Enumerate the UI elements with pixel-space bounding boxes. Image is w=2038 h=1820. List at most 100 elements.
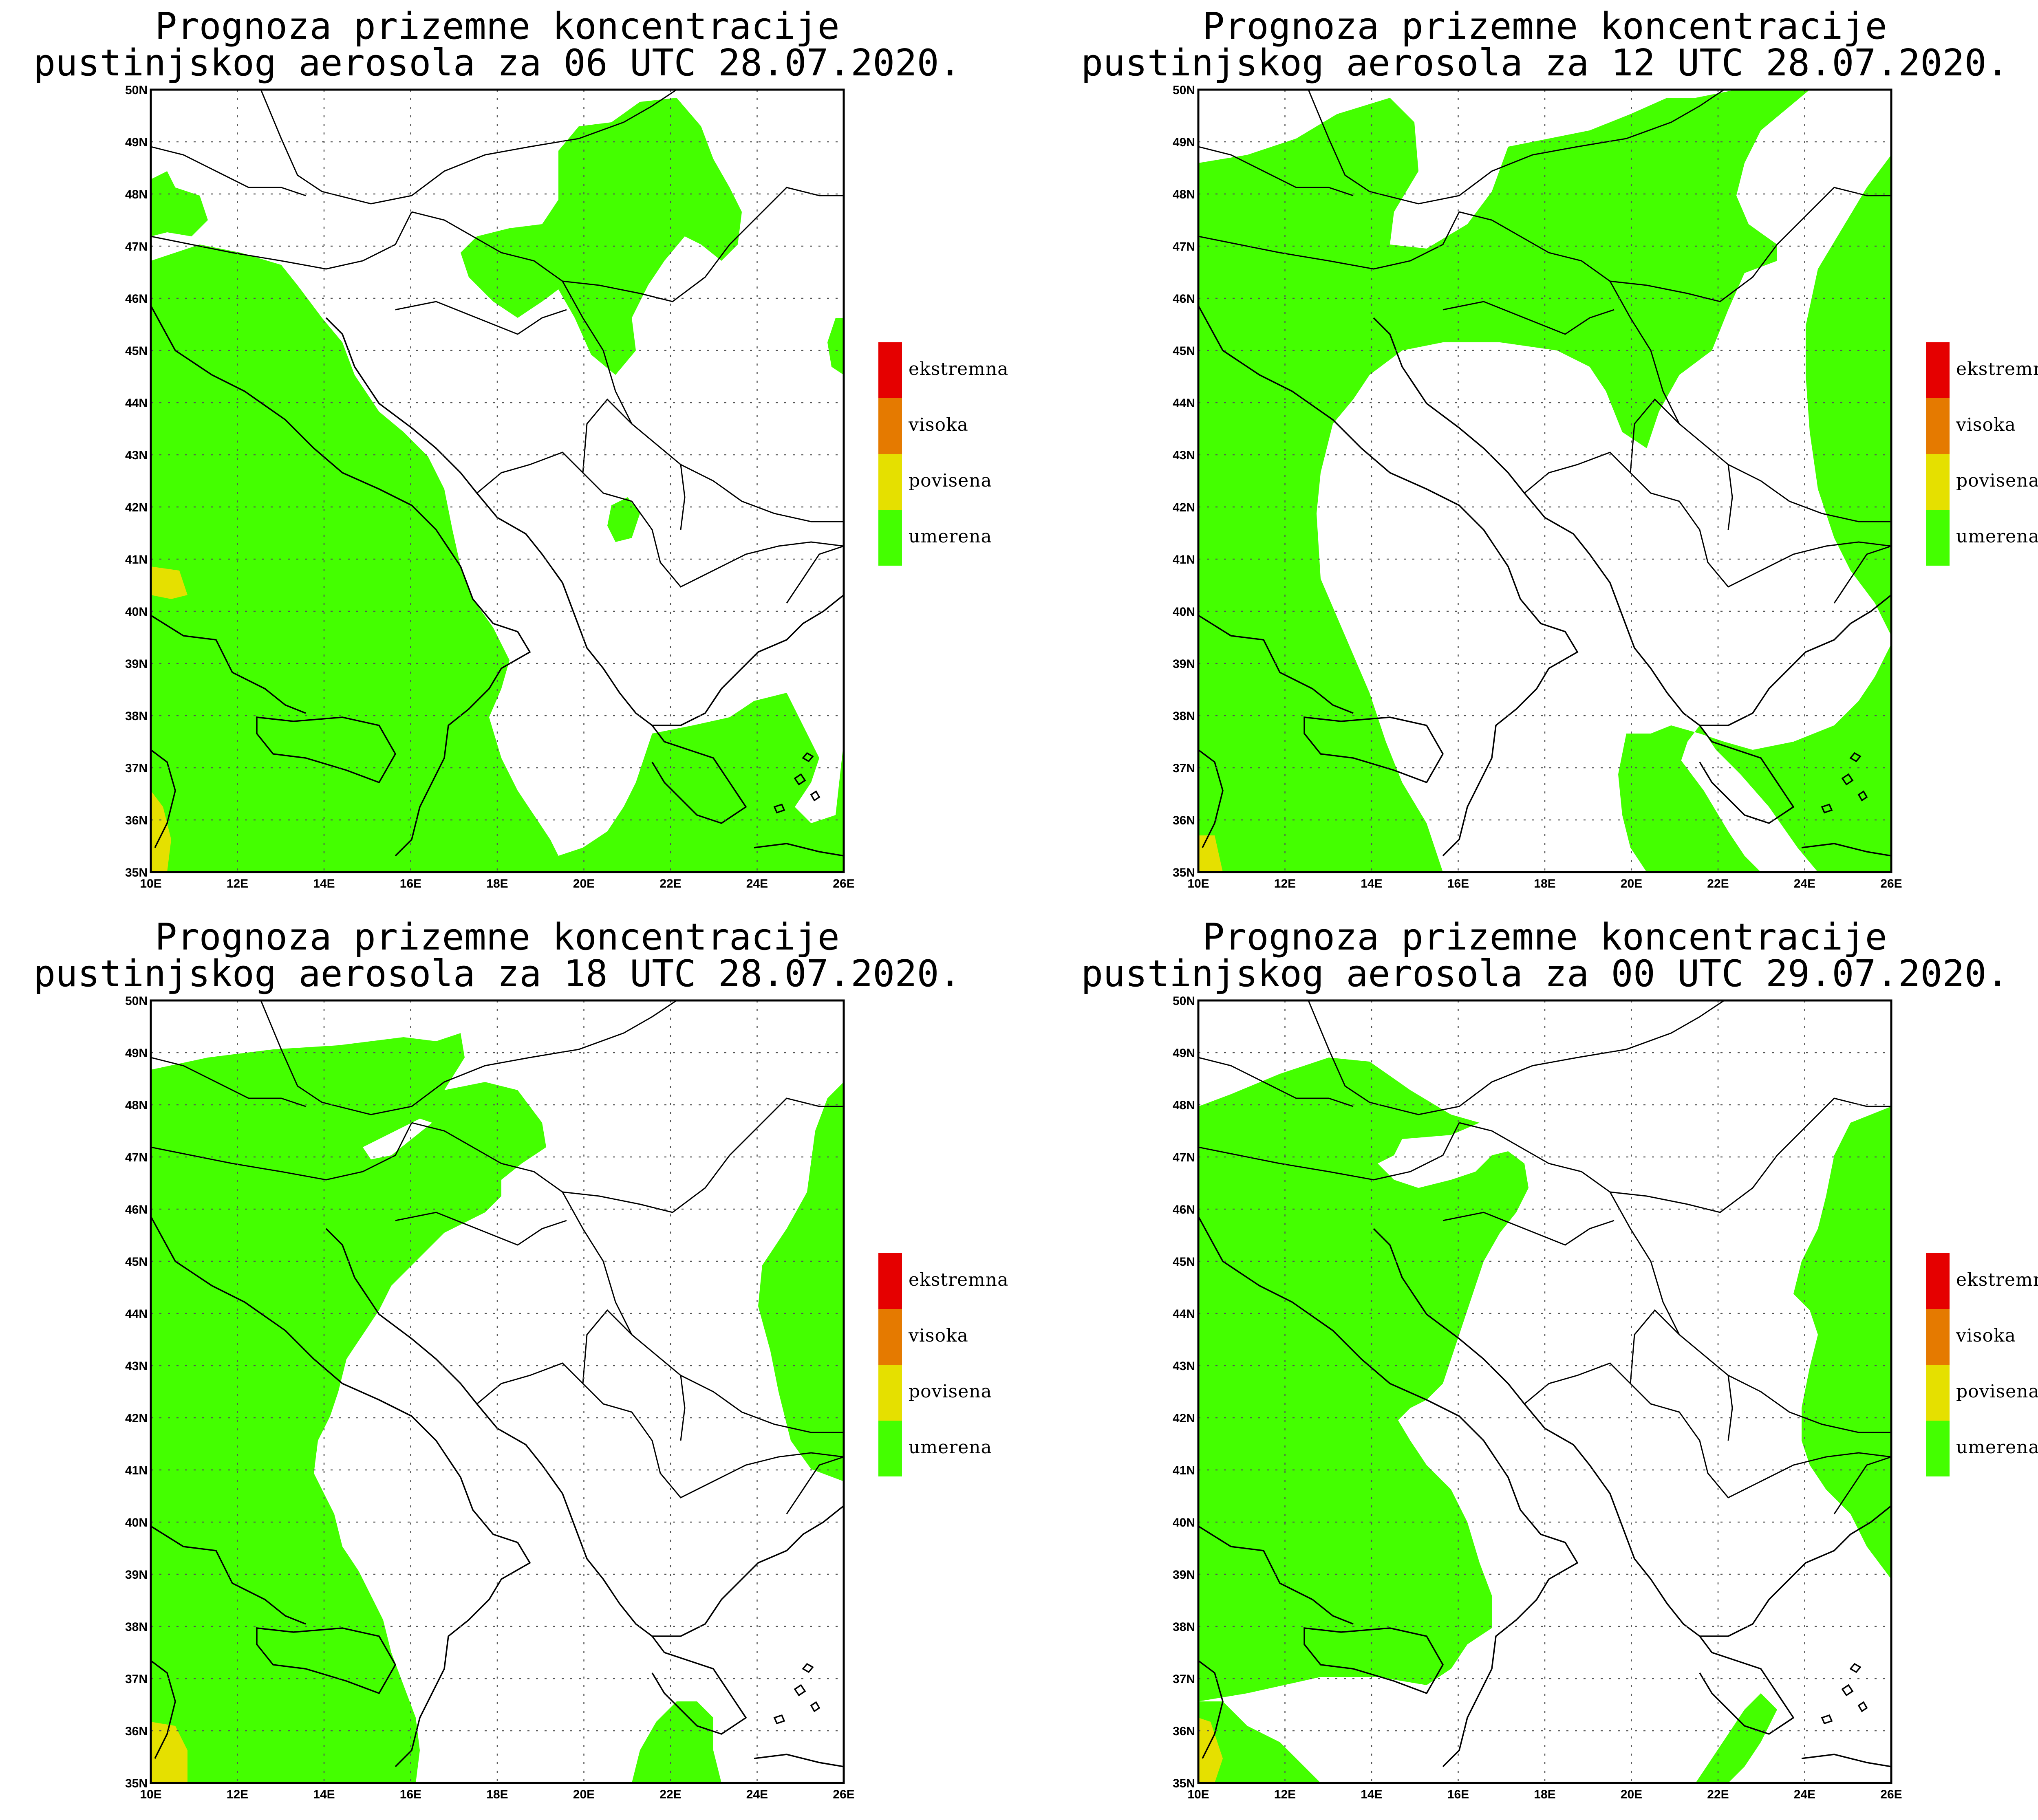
map-frame bbox=[1197, 88, 1892, 873]
legend: ekstremna visoka povisena umerena bbox=[878, 342, 1008, 566]
svg-text:42N: 42N bbox=[125, 1412, 148, 1425]
svg-text:48N: 48N bbox=[1173, 188, 1195, 201]
svg-text:43N: 43N bbox=[1173, 1359, 1195, 1373]
svg-text:44N: 44N bbox=[125, 397, 148, 410]
panel-title-line2: pustinjskog aerosola za 06 UTC 28.07.202… bbox=[33, 42, 961, 84]
svg-text:43N: 43N bbox=[125, 1359, 148, 1373]
svg-text:24E: 24E bbox=[1794, 1788, 1815, 1801]
svg-text:24E: 24E bbox=[746, 1788, 768, 1801]
svg-text:37N: 37N bbox=[125, 1672, 148, 1686]
map-frame bbox=[150, 999, 845, 1784]
umerena-region bbox=[1198, 90, 1810, 872]
lon-axis: 10E 12E 14E 16E 18E 20E 22E 24E 26E bbox=[140, 877, 854, 890]
svg-text:37N: 37N bbox=[1173, 1672, 1195, 1686]
umerena-region bbox=[1793, 1106, 1891, 1579]
svg-text:47N: 47N bbox=[1173, 240, 1195, 253]
svg-text:42N: 42N bbox=[1173, 501, 1195, 514]
map-panel-06utc: Prognoza prizemne koncentracije pustinjs… bbox=[33, 5, 1008, 890]
svg-text:45N: 45N bbox=[1173, 1255, 1195, 1269]
svg-text:49N: 49N bbox=[1173, 1047, 1195, 1060]
legend-swatch-ekstremna bbox=[1926, 342, 1950, 398]
svg-text:40N: 40N bbox=[125, 1516, 148, 1529]
map-panel-18utc: Prognoza prizemne koncentracije pustinjs… bbox=[33, 916, 1008, 1801]
legend: ekstremna visoka povisena umerena bbox=[1926, 1253, 2038, 1476]
svg-text:41N: 41N bbox=[125, 1464, 148, 1477]
svg-text:44N: 44N bbox=[1173, 1307, 1195, 1321]
svg-text:43N: 43N bbox=[125, 449, 148, 462]
legend-label: ekstremna bbox=[1956, 359, 2038, 379]
svg-text:39N: 39N bbox=[125, 1568, 148, 1582]
svg-text:35N: 35N bbox=[1173, 866, 1195, 879]
svg-text:22E: 22E bbox=[1707, 1788, 1729, 1801]
svg-text:20E: 20E bbox=[1621, 1788, 1642, 1801]
svg-text:44N: 44N bbox=[1173, 397, 1195, 410]
legend-label: umerena bbox=[909, 526, 992, 547]
svg-text:50N: 50N bbox=[1173, 84, 1195, 97]
svg-text:18E: 18E bbox=[1534, 877, 1555, 890]
svg-text:36N: 36N bbox=[1173, 814, 1195, 827]
legend-label: ekstremna bbox=[909, 1269, 1008, 1290]
svg-text:16E: 16E bbox=[400, 877, 421, 890]
svg-text:49N: 49N bbox=[1173, 136, 1195, 149]
legend-swatch-visoka bbox=[878, 1309, 902, 1365]
svg-text:36N: 36N bbox=[125, 1725, 148, 1738]
svg-text:26E: 26E bbox=[1880, 1788, 1902, 1801]
svg-text:26E: 26E bbox=[833, 1788, 854, 1801]
svg-text:16E: 16E bbox=[400, 1788, 421, 1801]
svg-text:18E: 18E bbox=[486, 877, 508, 890]
legend-swatch-visoka bbox=[878, 398, 902, 454]
svg-text:45N: 45N bbox=[125, 344, 148, 358]
svg-text:22E: 22E bbox=[1707, 877, 1729, 890]
umerena-region bbox=[461, 98, 742, 375]
svg-text:50N: 50N bbox=[1173, 994, 1195, 1008]
svg-text:47N: 47N bbox=[125, 240, 148, 253]
svg-text:22E: 22E bbox=[659, 877, 681, 890]
svg-text:41N: 41N bbox=[1173, 1464, 1195, 1477]
svg-text:12E: 12E bbox=[227, 877, 248, 890]
svg-text:48N: 48N bbox=[125, 188, 148, 201]
lat-axis: 35N 36N 37N 38N 39N 40N 41N 42N 43N 44N 45N 46N 47N 4… bbox=[1173, 84, 1195, 879]
aerosol-field bbox=[151, 1000, 844, 1783]
svg-text:12E: 12E bbox=[1274, 877, 1296, 890]
legend-swatch-povisena bbox=[878, 1365, 902, 1421]
svg-text:40N: 40N bbox=[1173, 605, 1195, 619]
svg-text:38N: 38N bbox=[1173, 1620, 1195, 1634]
umerena-region bbox=[1806, 155, 1891, 636]
svg-text:14E: 14E bbox=[313, 877, 335, 890]
map-frame bbox=[150, 88, 845, 873]
legend-swatch-ekstremna bbox=[878, 1253, 902, 1309]
legend-label: povisena bbox=[909, 1381, 992, 1402]
svg-text:46N: 46N bbox=[1173, 1203, 1195, 1216]
umerena-region bbox=[632, 1701, 721, 1783]
aerosol-field bbox=[1198, 90, 1891, 872]
legend-swatch-umerena bbox=[878, 510, 902, 566]
legend-swatch-povisena bbox=[1926, 454, 1950, 510]
panel-title-line2: pustinjskog aerosola za 12 UTC 28.07.202… bbox=[1081, 42, 2009, 84]
panel-title-line2: pustinjskog aerosola za 00 UTC 29.07.202… bbox=[1081, 952, 2009, 995]
umerena-region bbox=[827, 318, 844, 375]
povisena-region bbox=[151, 791, 171, 872]
aerosol-field bbox=[1198, 1000, 1891, 1783]
svg-text:16E: 16E bbox=[1447, 1788, 1469, 1801]
legend: ekstremna visoka povisena umerena bbox=[878, 1253, 1008, 1476]
legend-label: visoka bbox=[1956, 1325, 2016, 1346]
svg-text:42N: 42N bbox=[125, 501, 148, 514]
svg-text:18E: 18E bbox=[486, 1788, 508, 1801]
legend-label: umerena bbox=[1956, 1437, 2038, 1458]
svg-text:16E: 16E bbox=[1447, 877, 1469, 890]
svg-text:50N: 50N bbox=[125, 84, 148, 97]
svg-text:37N: 37N bbox=[1173, 762, 1195, 775]
legend-swatch-visoka bbox=[1926, 398, 1950, 454]
panel-title-line1: Prognoza prizemne koncentracije bbox=[1202, 916, 1887, 958]
umerena-region bbox=[1198, 1701, 1321, 1783]
svg-text:47N: 47N bbox=[1173, 1151, 1195, 1164]
lon-axis: 10E 12E 14E 16E 18E 20E 22E 24E 26E bbox=[1187, 1788, 1902, 1801]
umerena-region bbox=[1696, 1693, 1777, 1783]
svg-text:24E: 24E bbox=[746, 877, 768, 890]
svg-text:41N: 41N bbox=[125, 553, 148, 566]
svg-text:12E: 12E bbox=[227, 1788, 248, 1801]
svg-text:45N: 45N bbox=[1173, 344, 1195, 358]
umerena-region bbox=[758, 1082, 844, 1481]
map-panel-12utc: Prognoza prizemne koncentracije pustinjs… bbox=[1081, 5, 2038, 890]
svg-text:18E: 18E bbox=[1534, 1788, 1555, 1801]
